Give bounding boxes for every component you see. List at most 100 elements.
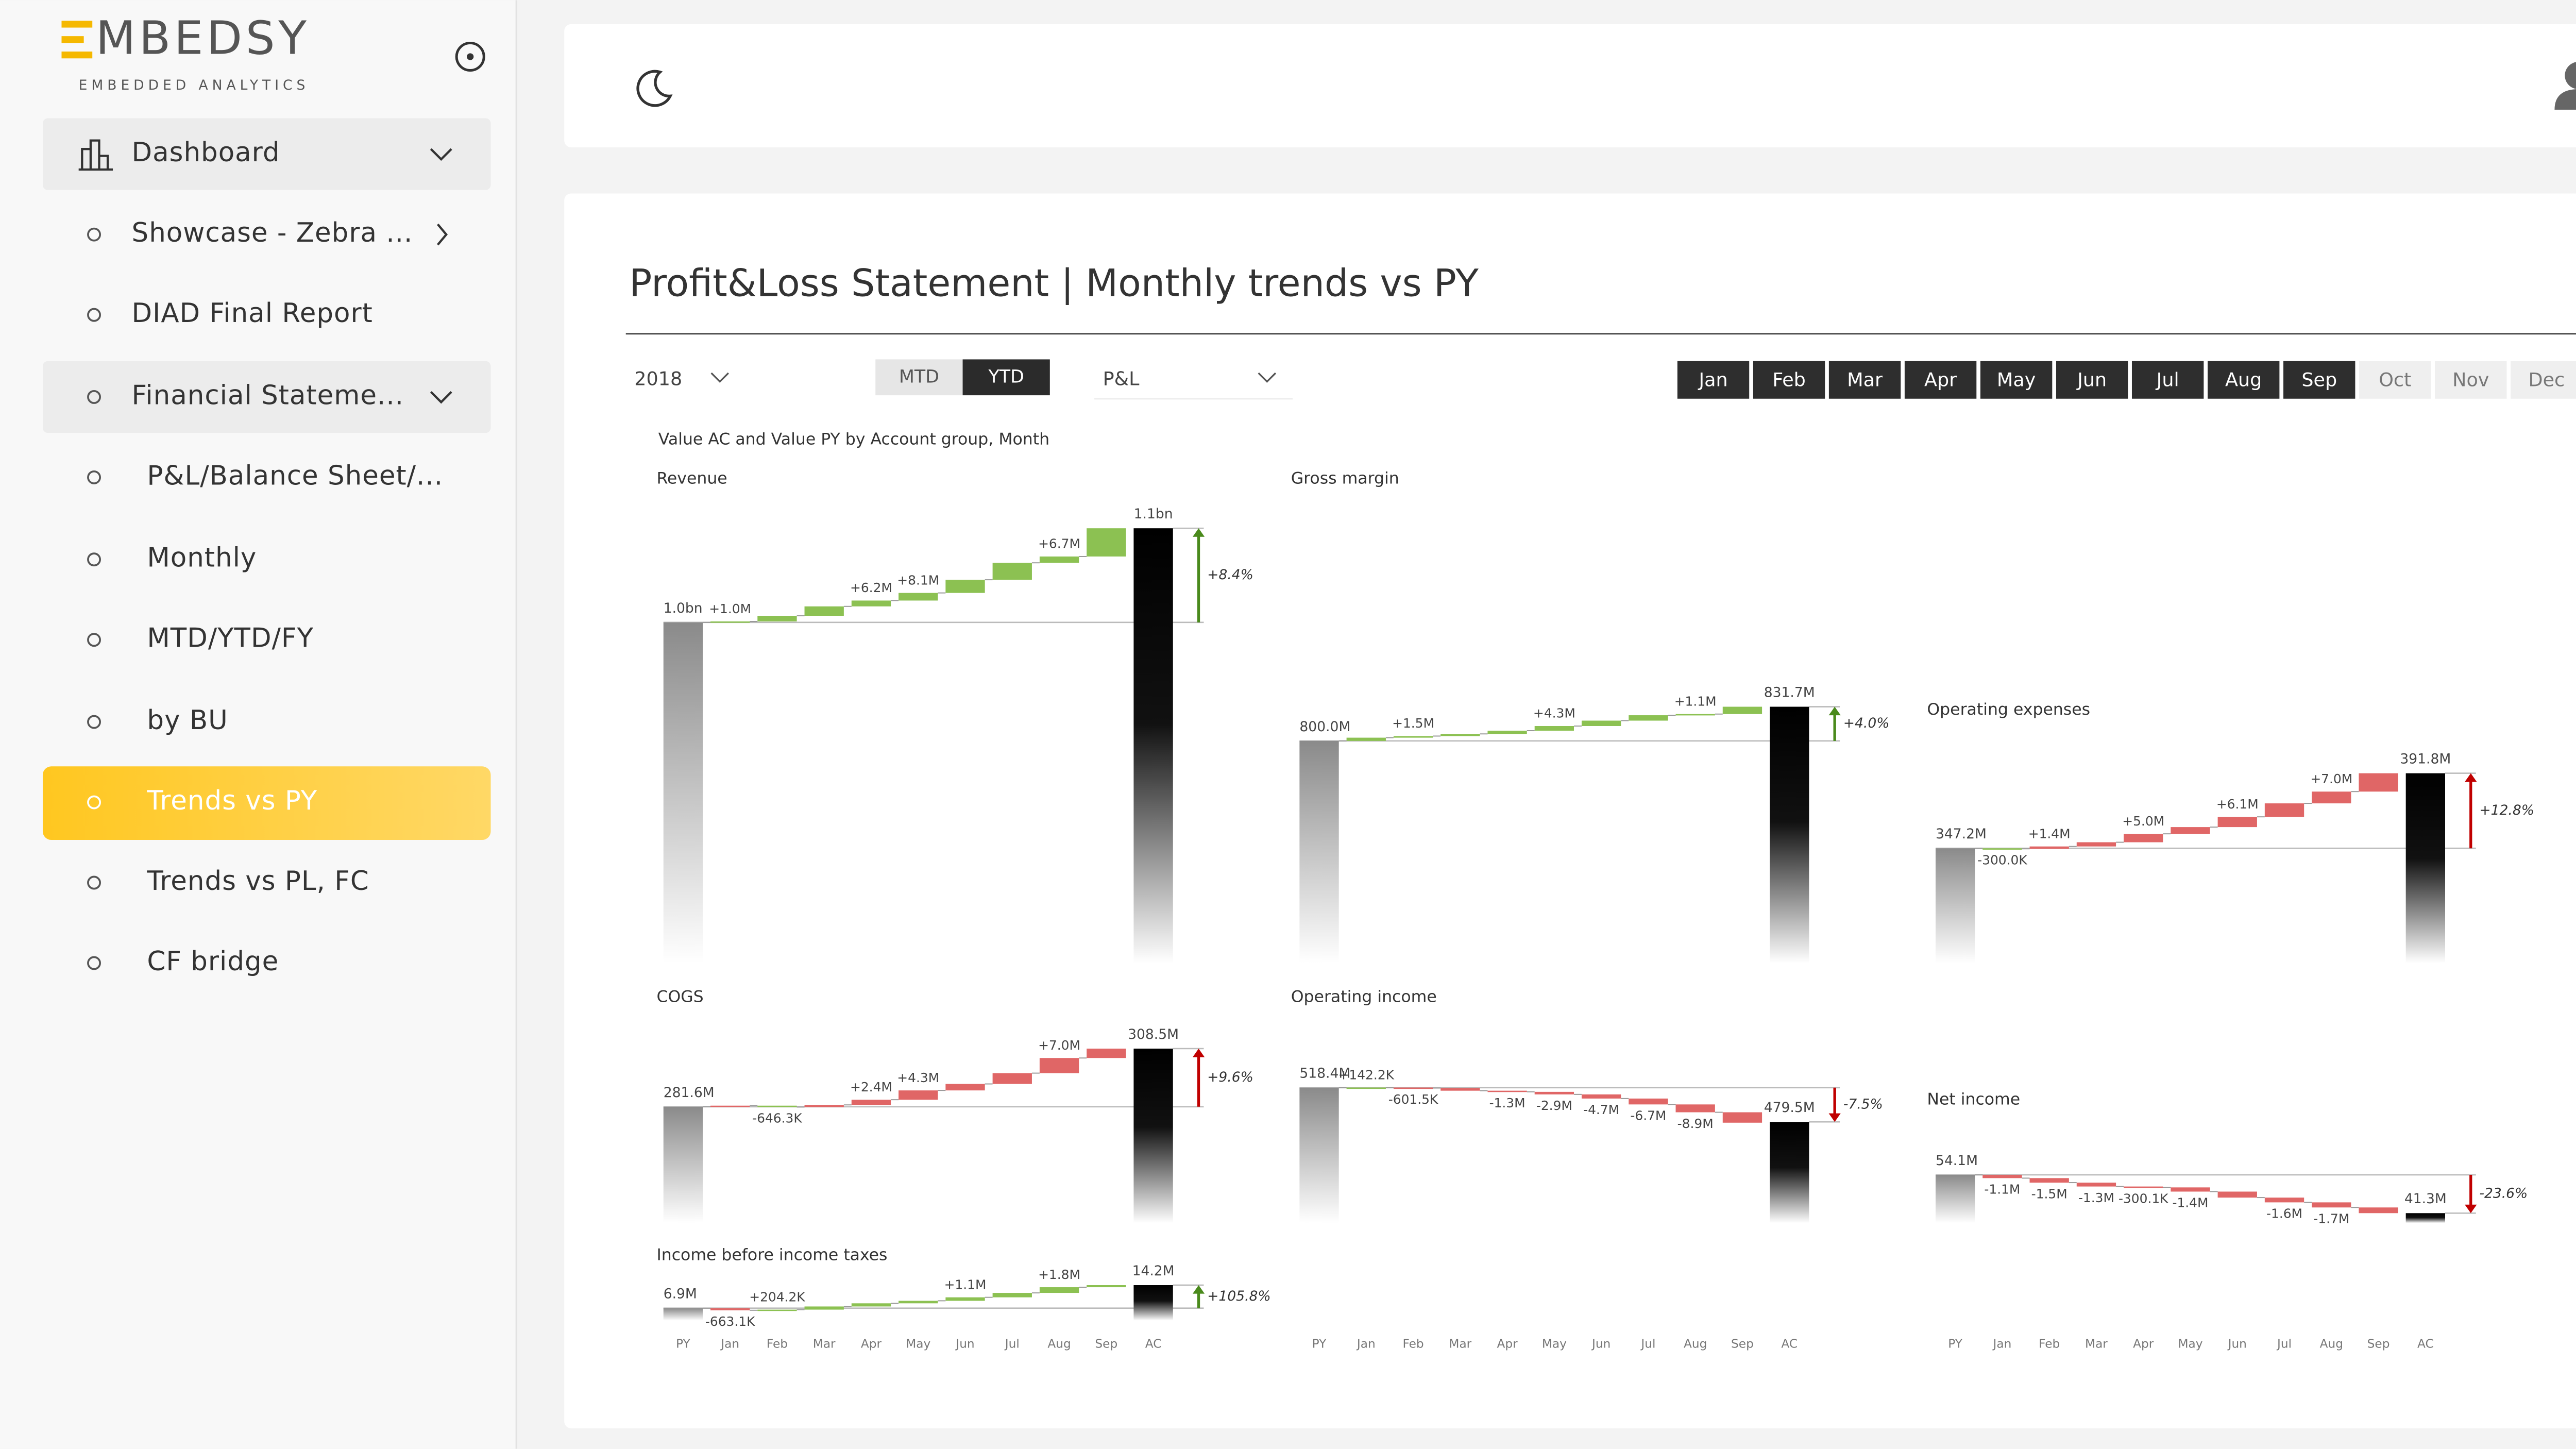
nav-item[interactable]: Trends vs PY xyxy=(42,766,491,840)
delta-label: -1.3M xyxy=(2078,1190,2114,1205)
axis-label: Jan xyxy=(1992,1337,2012,1351)
delta-label: -300.1K xyxy=(2119,1191,2168,1206)
axis-label: Aug xyxy=(2320,1337,2343,1351)
month-button[interactable]: Jan xyxy=(1677,361,1750,399)
axis-label: May xyxy=(1542,1337,1567,1351)
month-button[interactable]: Jul xyxy=(2131,361,2204,399)
delta-bar xyxy=(804,1105,844,1107)
axis-label: Jun xyxy=(1591,1337,1611,1351)
waterfall-chart: Revenue 1.0bn +1.0M +6.2M +8.1M +6.7M 1.1bn +8.… xyxy=(656,469,1253,963)
nav: Dashboard Showcase - Zebra ... DIAD Final … xyxy=(42,118,491,977)
variance-arrowhead xyxy=(1828,1113,1841,1122)
period-button-label: YTD xyxy=(988,366,1024,387)
axis-label: Jul xyxy=(1640,1337,1655,1351)
delta-label: +2.4M xyxy=(850,1080,892,1094)
nav-label: by BU xyxy=(147,705,228,736)
month-button-label: Jul xyxy=(2156,368,2179,391)
delta-bar xyxy=(2124,1186,2163,1188)
delta-bar xyxy=(1087,1048,1126,1058)
py-bar xyxy=(1299,740,1339,963)
month-button[interactable]: Nov xyxy=(2435,361,2507,399)
axis-label: Mar xyxy=(1449,1337,1471,1351)
nav-label: Trends vs PY xyxy=(146,785,317,816)
axis-label: Apr xyxy=(2133,1337,2154,1351)
ac-label: 479.5M xyxy=(1764,1100,1815,1116)
py-label: 1.0bn xyxy=(664,600,703,616)
month-button[interactable]: May xyxy=(1980,361,2053,399)
nav-item[interactable]: Dashboard xyxy=(42,118,491,190)
logo-bar xyxy=(61,52,93,59)
nav-bullet xyxy=(87,715,101,729)
py-label: 281.6M xyxy=(664,1085,715,1101)
statement-filter[interactable]: P&L xyxy=(1094,368,1293,400)
month-button-bg xyxy=(2056,361,2128,399)
nav-item[interactable]: P&L/Balance Sheet/... xyxy=(87,460,443,491)
nav-item[interactable]: Showcase - Zebra ... xyxy=(87,217,448,248)
collapse-button[interactable] xyxy=(455,41,485,72)
nav-item[interactable]: Financial Stateme... xyxy=(42,361,491,433)
variance-arrowhead xyxy=(1828,706,1841,716)
nav-item[interactable]: MTD/YTD/FY xyxy=(87,623,314,654)
nav-label: MTD/YTD/FY xyxy=(147,623,313,654)
month-button-bg xyxy=(1828,361,1901,399)
delta-bar xyxy=(2312,1202,2351,1208)
delta-bar xyxy=(1487,1090,1527,1092)
statement-chevron xyxy=(1258,372,1277,383)
theme-toggle[interactable] xyxy=(636,70,673,107)
delta-bar xyxy=(851,600,891,606)
delta-bar xyxy=(710,1105,750,1107)
nav-label: Showcase - Zebra ... xyxy=(132,217,413,248)
chart-title: Gross margin xyxy=(1291,469,1399,488)
nav-bullet xyxy=(87,633,101,647)
logo-tagline: EMBEDDED ANALYTICS xyxy=(79,77,310,93)
month-button[interactable]: Dec xyxy=(2511,361,2576,399)
axis-label: Mar xyxy=(813,1337,836,1351)
month-button[interactable]: Jun xyxy=(2056,361,2128,399)
axis-label: Aug xyxy=(1684,1337,1707,1351)
report-card xyxy=(564,193,2576,1428)
nav-item[interactable]: Monthly xyxy=(87,543,257,574)
ac-bar xyxy=(2405,773,2445,963)
delta-label: -8.9M xyxy=(1677,1116,1714,1131)
axis-label: Aug xyxy=(1047,1337,1071,1351)
nav-item[interactable]: CF bridge xyxy=(87,946,279,977)
user-avatar[interactable] xyxy=(2554,62,2576,121)
month-button[interactable]: Apr xyxy=(1904,361,1977,399)
delta-label: -1.4M xyxy=(2172,1195,2208,1210)
waterfall-chart: Operating expenses 347.2M -300.0K+1.4M +5.0… xyxy=(1927,700,2534,963)
delta-label: -663.1K xyxy=(705,1314,755,1329)
month-button-bg xyxy=(2283,361,2355,399)
delta-bar xyxy=(1346,1087,1386,1089)
logo-text: MBEDSY xyxy=(96,12,310,65)
py-bar xyxy=(663,1308,703,1321)
delta-bar xyxy=(1346,737,1386,741)
delta-bar xyxy=(851,1100,891,1105)
month-button[interactable]: Aug xyxy=(2208,361,2280,399)
month-button[interactable]: Feb xyxy=(1753,361,1825,399)
delta-bar xyxy=(1039,556,1079,563)
period-button[interactable]: MTD xyxy=(875,359,963,396)
chart-title: Income before income taxes xyxy=(656,1246,887,1265)
year-filter[interactable]: 2018 xyxy=(625,359,739,397)
delta-bar xyxy=(1087,1285,1126,1288)
nav-bullet xyxy=(87,227,101,242)
delta-bar xyxy=(1039,1287,1079,1293)
variance-label: +9.6% xyxy=(1207,1069,1253,1085)
month-button[interactable]: Oct xyxy=(2359,361,2431,399)
waterfall-chart: COGS 281.6M -646.3K +2.4M +4.3M +7.0M 308.5M +9… xyxy=(656,987,1253,1223)
nav-item[interactable]: DIAD Final Report xyxy=(87,298,373,329)
delta-bar xyxy=(1982,848,2022,850)
variance-label: +105.8% xyxy=(1207,1288,1270,1304)
nav-item[interactable]: Trends vs PL, FC xyxy=(87,866,369,897)
logo-bar xyxy=(61,21,93,28)
logo-bar xyxy=(61,36,84,43)
delta-bar xyxy=(945,1297,985,1301)
delta-bar xyxy=(945,1084,985,1091)
period-button[interactable]: YTD xyxy=(962,359,1050,396)
delta-label: +1.1M xyxy=(944,1277,987,1292)
statement-value: P&L xyxy=(1103,368,1140,390)
month-button[interactable]: Mar xyxy=(1828,361,1901,399)
month-button[interactable]: Sep xyxy=(2283,361,2355,399)
variance-label: -7.5% xyxy=(1843,1096,1883,1112)
nav-item[interactable]: by BU xyxy=(87,705,228,736)
